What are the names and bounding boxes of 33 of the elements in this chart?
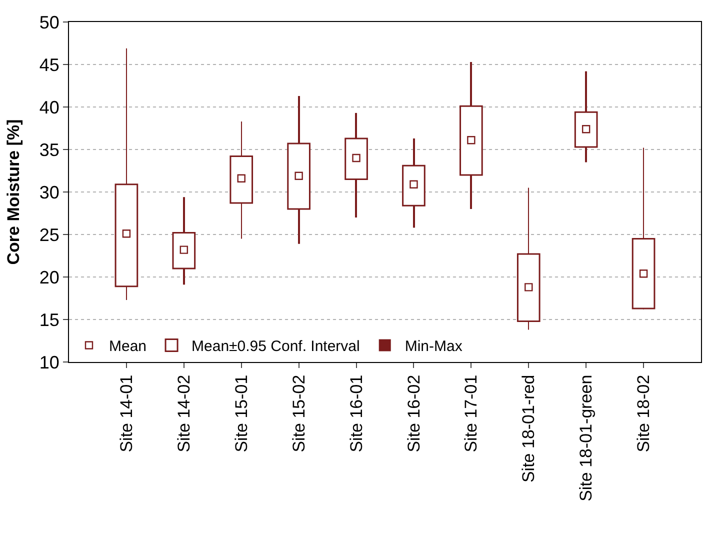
legend-label: Mean±0.95 Conf. Interval: [192, 338, 360, 356]
y-tick-label: 25: [39, 224, 60, 245]
y-tick-label: 45: [39, 54, 60, 75]
x-tick-label: Site 16-01: [346, 374, 366, 452]
point: [410, 180, 418, 188]
y-tick-label: 35: [39, 140, 60, 160]
y-axis-title: Core Moisture [%]: [4, 119, 23, 265]
point: [294, 172, 303, 180]
x-tick-label: Site 18-01-green: [576, 374, 596, 502]
point: [352, 154, 360, 162]
y-tick-label: 30: [39, 182, 60, 202]
x-tick-label: Site 15-01: [232, 374, 251, 452]
point: [524, 283, 533, 292]
x-tick-label: Site 15-02: [289, 374, 308, 452]
legend-label: Min-Max: [404, 338, 463, 356]
point: [582, 125, 590, 134]
point: [467, 136, 476, 144]
y-tick-label: 15: [39, 310, 60, 330]
x-tick-label: Site 14-01: [116, 374, 136, 452]
point: [237, 174, 246, 182]
legend-label: Mean: [109, 338, 147, 356]
x-tick-label: Site 17-01: [462, 374, 481, 452]
y-tick-label: 50: [39, 12, 60, 32]
x-tick-label: Site 16-02: [404, 374, 424, 452]
point: [122, 230, 131, 238]
x-tick-label: Site 18-01-red: [519, 374, 538, 483]
point: [180, 246, 188, 254]
y-tick-label: 10: [39, 352, 60, 372]
x-tick-label: Site 18-02: [634, 374, 654, 452]
y-tick-label: 20: [39, 267, 60, 288]
y-tick-label: 40: [39, 97, 60, 118]
point: [639, 270, 648, 278]
x-tick-label: Site 14-02: [174, 374, 194, 452]
